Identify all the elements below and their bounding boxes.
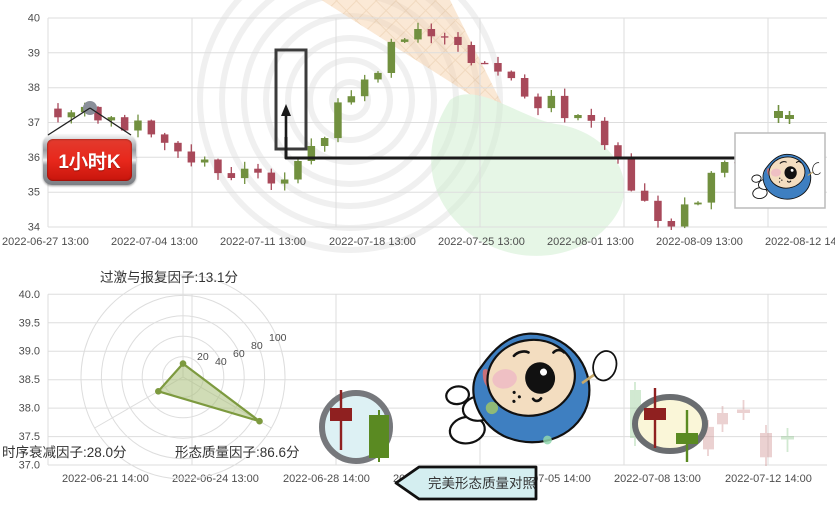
svg-text:40.0: 40.0 [19,289,40,301]
svg-text:2022-07-18 13:00: 2022-07-18 13:00 [329,236,416,248]
svg-text:2022-06-27 13:00: 2022-06-27 13:00 [2,236,89,248]
svg-text:80: 80 [251,340,263,352]
svg-text:36: 36 [28,152,40,164]
svg-text:37.5: 37.5 [19,431,40,443]
svg-text:34: 34 [28,222,40,234]
svg-text:2022-06-28 14:00: 2022-06-28 14:00 [283,473,370,485]
svg-text:39: 39 [28,47,40,59]
svg-text:2022-07-04 13:00: 2022-07-04 13:00 [111,236,198,248]
svg-text:形态质量因子:86.6分: 形态质量因子:86.6分 [175,445,300,460]
svg-text:时序衰减因子:28.0分: 时序衰减因子:28.0分 [2,444,127,460]
svg-text:2022-07-11 13:00: 2022-07-11 13:00 [220,236,306,248]
svg-text:60: 60 [233,348,245,360]
svg-text:38.0: 38.0 [19,403,40,415]
svg-text:2022-06-21 14:00: 2022-06-21 14:00 [62,473,149,485]
svg-text:完美形态质量对照: 完美形态质量对照 [428,476,536,491]
svg-text:35: 35 [28,187,40,199]
svg-text:2022-07-08 13:00: 2022-07-08 13:00 [614,473,701,485]
svg-text:38: 38 [28,82,40,94]
svg-text:2022-07-25 13:00: 2022-07-25 13:00 [438,236,525,248]
svg-text:39.5: 39.5 [19,317,40,329]
svg-text:2022-08-12 14:00: 2022-08-12 14:00 [765,236,835,248]
svg-text:2022-08-01 13:00: 2022-08-01 13:00 [547,236,634,248]
svg-text:39.0: 39.0 [19,346,40,358]
svg-text:20: 20 [197,351,209,363]
svg-text:100: 100 [269,332,287,344]
svg-text:过激与报复因子:13.1分: 过激与报复因子:13.1分 [100,269,238,285]
svg-text:37.0: 37.0 [19,460,40,472]
svg-text:40: 40 [28,13,40,25]
svg-text:2022-07-12 14:00: 2022-07-12 14:00 [725,473,812,485]
svg-text:2022-08-09 13:00: 2022-08-09 13:00 [656,236,743,248]
svg-text:38.5: 38.5 [19,374,40,386]
svg-text:37: 37 [28,117,40,129]
svg-text:40: 40 [215,356,227,368]
